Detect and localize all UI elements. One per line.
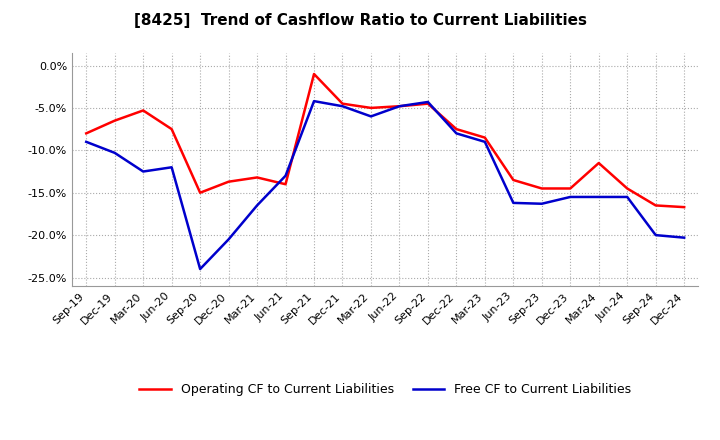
Free CF to Current Liabilities: [167, 165, 176, 170]
Operating CF to Current Liabilities: [423, 101, 432, 106]
Free CF to Current Liabilities: [652, 232, 660, 238]
Operating CF to Current Liabilities: [253, 175, 261, 180]
Operating CF to Current Liabilities: [652, 203, 660, 208]
Free CF to Current Liabilities: [338, 103, 347, 109]
Free CF to Current Liabilities: [282, 173, 290, 178]
Operating CF to Current Liabilities: [395, 103, 404, 109]
Operating CF to Current Liabilities: [196, 190, 204, 195]
Free CF to Current Liabilities: [537, 201, 546, 206]
Line: Operating CF to Current Liabilities: Operating CF to Current Liabilities: [86, 74, 684, 207]
Line: Free CF to Current Liabilities: Free CF to Current Liabilities: [86, 101, 684, 269]
Operating CF to Current Liabilities: [310, 71, 318, 77]
Operating CF to Current Liabilities: [509, 177, 518, 183]
Operating CF to Current Liabilities: [623, 186, 631, 191]
Free CF to Current Liabilities: [139, 169, 148, 174]
Free CF to Current Liabilities: [395, 103, 404, 109]
Operating CF to Current Liabilities: [595, 161, 603, 166]
Operating CF to Current Liabilities: [82, 131, 91, 136]
Operating CF to Current Liabilities: [167, 126, 176, 132]
Operating CF to Current Liabilities: [225, 179, 233, 184]
Text: [8425]  Trend of Cashflow Ratio to Current Liabilities: [8425] Trend of Cashflow Ratio to Curren…: [133, 13, 587, 28]
Operating CF to Current Liabilities: [680, 205, 688, 210]
Free CF to Current Liabilities: [253, 203, 261, 208]
Free CF to Current Liabilities: [623, 194, 631, 200]
Operating CF to Current Liabilities: [480, 135, 489, 140]
Free CF to Current Liabilities: [452, 131, 461, 136]
Free CF to Current Liabilities: [480, 139, 489, 144]
Operating CF to Current Liabilities: [139, 108, 148, 113]
Operating CF to Current Liabilities: [537, 186, 546, 191]
Operating CF to Current Liabilities: [366, 105, 375, 110]
Free CF to Current Liabilities: [225, 237, 233, 242]
Free CF to Current Liabilities: [680, 235, 688, 240]
Free CF to Current Liabilities: [566, 194, 575, 200]
Free CF to Current Liabilities: [595, 194, 603, 200]
Operating CF to Current Liabilities: [110, 118, 119, 123]
Operating CF to Current Liabilities: [566, 186, 575, 191]
Free CF to Current Liabilities: [366, 114, 375, 119]
Operating CF to Current Liabilities: [452, 126, 461, 132]
Free CF to Current Liabilities: [110, 150, 119, 155]
Legend: Operating CF to Current Liabilities, Free CF to Current Liabilities: Operating CF to Current Liabilities, Fre…: [135, 378, 636, 401]
Free CF to Current Liabilities: [509, 200, 518, 205]
Free CF to Current Liabilities: [196, 266, 204, 271]
Operating CF to Current Liabilities: [282, 182, 290, 187]
Free CF to Current Liabilities: [310, 99, 318, 104]
Free CF to Current Liabilities: [82, 139, 91, 144]
Operating CF to Current Liabilities: [338, 101, 347, 106]
Free CF to Current Liabilities: [423, 99, 432, 105]
